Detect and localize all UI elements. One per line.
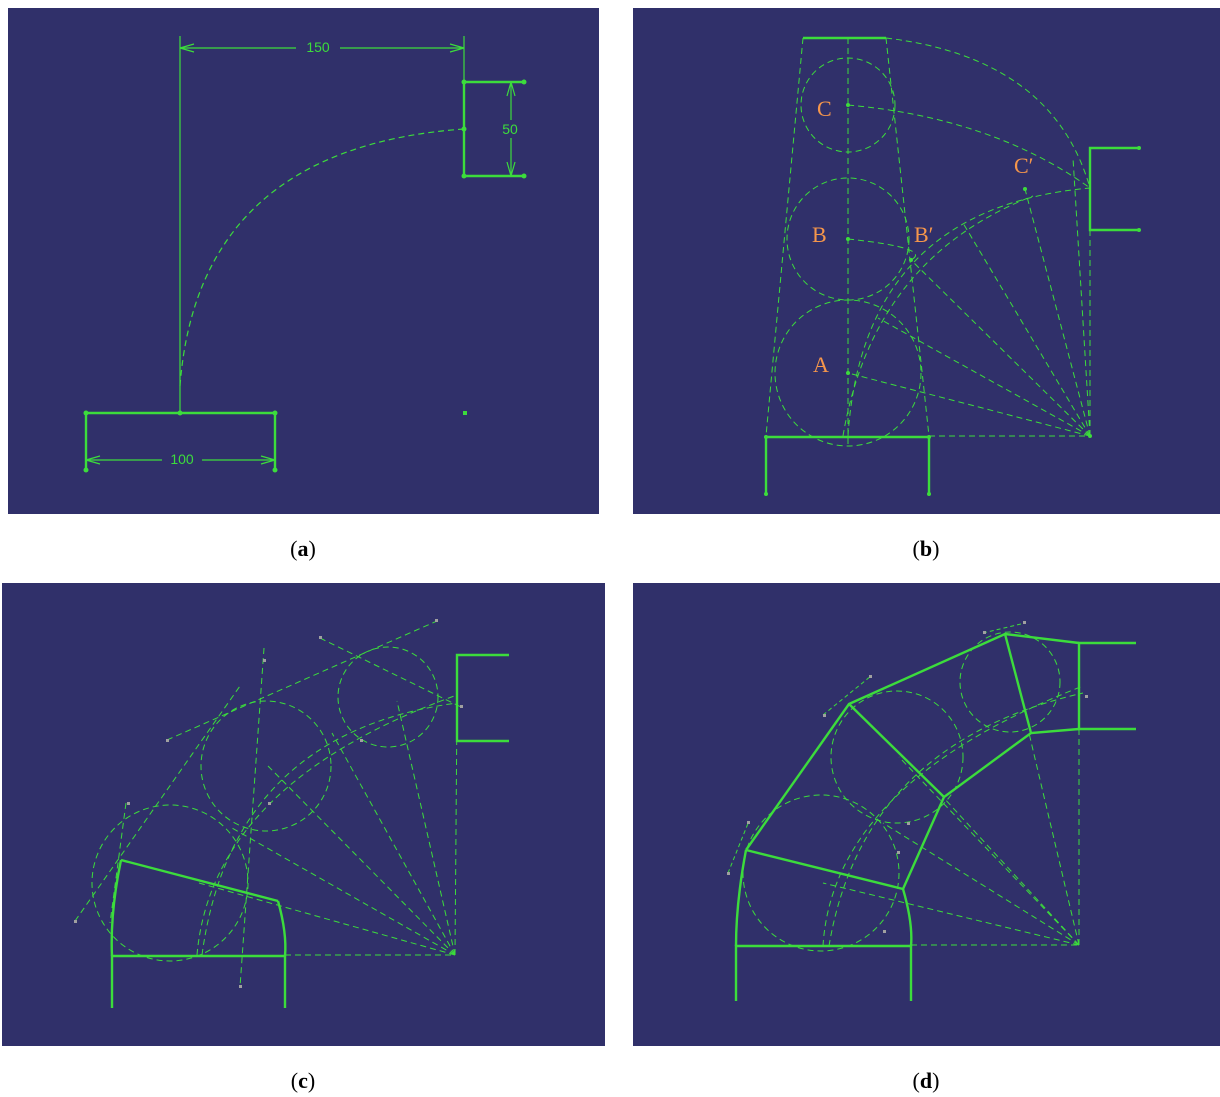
- label-c-prime: C′: [1014, 153, 1034, 178]
- end-profile: [1077, 641, 1136, 731]
- panel-c: [2, 583, 605, 1046]
- radial-rays: [847, 157, 1091, 437]
- section-circle: [959, 631, 1061, 733]
- base-profile: [764, 435, 931, 494]
- base-profile: [110, 954, 287, 1008]
- section-circle: [200, 700, 332, 832]
- panel-b: C C′ B B′ A: [633, 8, 1220, 514]
- radial-rays: [822, 693, 1080, 946]
- caption-b-letter: b: [919, 536, 933, 561]
- label-c: C: [817, 96, 832, 121]
- inner-profile: [901, 727, 1080, 890]
- end-profile: [455, 653, 509, 743]
- spine-curve: [822, 685, 1084, 947]
- caption-c: (c): [290, 1068, 316, 1093]
- panel-a: 150 50 100: [8, 8, 599, 514]
- caption-d: (d): [912, 1068, 940, 1093]
- section-circle: [337, 646, 439, 748]
- guide-line: [765, 37, 804, 437]
- spine-curve: [179, 128, 465, 387]
- caption-a: (a): [290, 536, 316, 561]
- panel-d-sketch: [727, 621, 1136, 1001]
- arrowheads: [85, 455, 276, 465]
- panel-a-sketch: 150 50 100: [83, 36, 527, 473]
- dimension-label-height: 50: [502, 121, 518, 137]
- spine-curve: [201, 702, 458, 956]
- section-profile: [120, 858, 279, 903]
- tangent-line: [74, 685, 241, 922]
- panel-b-sketch: C C′ B B′ A: [764, 36, 1141, 496]
- guide-arc: [847, 238, 917, 261]
- caption-d-letter: d: [919, 1068, 933, 1093]
- section-profile: [1003, 633, 1033, 734]
- spine-curve: [847, 187, 1091, 437]
- spine-curve: [828, 692, 1084, 947]
- section-profile: [745, 848, 904, 891]
- spine-curve: [842, 195, 1034, 437]
- dimension-label-base: 100: [170, 451, 194, 467]
- arrowheads: [506, 81, 516, 177]
- caption-a-letter: a: [297, 536, 309, 561]
- section-circle: [830, 690, 964, 824]
- end-profile: [1088, 146, 1139, 232]
- label-b: B: [812, 222, 827, 247]
- section-profile: [901, 888, 913, 947]
- label-b-prime: B′: [914, 222, 934, 247]
- tangent-line: [109, 802, 127, 924]
- section-profile: [276, 900, 287, 957]
- tangent-line: [319, 637, 462, 708]
- outer-profile: [745, 632, 1080, 851]
- label-a: A: [813, 352, 829, 377]
- panel-c-sketch: [74, 619, 509, 1008]
- radial-rays: [198, 700, 458, 956]
- base-profile: [734, 944, 913, 1001]
- caption-c-letter: c: [298, 1068, 308, 1093]
- dimension-label-width: 150: [306, 39, 330, 55]
- section-circle: [91, 804, 249, 962]
- section-profile: [734, 849, 748, 947]
- section-profile: [848, 703, 945, 798]
- tangent-line: [239, 647, 265, 988]
- caption-b: (b): [912, 536, 940, 561]
- arrowheads: [179, 43, 465, 53]
- tangent-line: [166, 620, 438, 741]
- section-profile: [110, 859, 123, 957]
- guide-line: [885, 37, 930, 437]
- outer-arc: [885, 37, 1091, 189]
- panel-d: [633, 583, 1220, 1046]
